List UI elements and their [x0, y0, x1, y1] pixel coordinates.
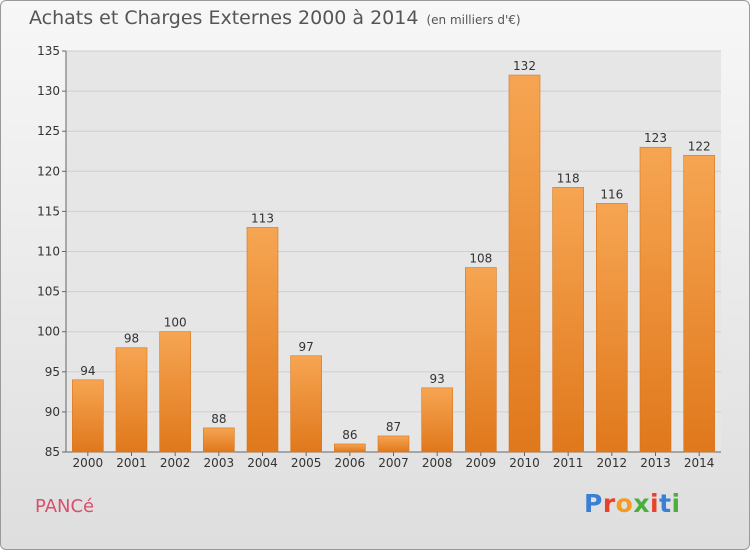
- bar: [683, 154, 715, 453]
- bar-value-label: 108: [469, 252, 492, 266]
- bar: [203, 427, 235, 453]
- x-tick-label: 2010: [509, 456, 540, 470]
- y-tick-label: 90: [45, 405, 60, 419]
- bar-value-label: 97: [299, 340, 314, 354]
- x-tick-label: 2000: [73, 456, 104, 470]
- chart-title: Achats et Charges Externes 2000 à 2014 (e…: [29, 7, 521, 29]
- brand-letter: P: [584, 489, 603, 518]
- bar: [290, 355, 322, 453]
- title-text: Achats et Charges Externes 2000 à 2014: [29, 7, 419, 29]
- brand-letter: o: [615, 489, 634, 518]
- y-tick-label: 115: [37, 204, 60, 218]
- bar-value-label: 100: [164, 316, 187, 330]
- brand-letter: t: [659, 489, 672, 518]
- x-tick-label: 2004: [247, 456, 278, 470]
- y-tick-label: 110: [37, 245, 60, 259]
- bar-value-label: 132: [513, 59, 536, 73]
- bar: [639, 146, 672, 453]
- bar-value-label: 98: [124, 332, 139, 346]
- brand-letter: i: [671, 489, 681, 518]
- bar-value-label: 113: [251, 211, 274, 225]
- x-tick-label: 2008: [422, 456, 453, 470]
- bar: [596, 203, 628, 453]
- bar-value-label: 123: [644, 131, 667, 145]
- bar: [246, 227, 279, 453]
- chart-subtitle: (en milliers d'€): [426, 13, 521, 27]
- x-tick-label: 2013: [640, 456, 671, 470]
- bar: [552, 187, 584, 453]
- x-tick-label: 2001: [116, 456, 147, 470]
- x-tick-label: 2014: [684, 456, 715, 470]
- bar-value-label: 88: [211, 412, 226, 426]
- y-tick-label: 95: [45, 365, 60, 379]
- x-tick-label: 2009: [466, 456, 497, 470]
- bar: [377, 435, 410, 453]
- proxiti-logo: Proxiti: [584, 489, 681, 518]
- bar: [159, 331, 191, 453]
- bar: [115, 347, 148, 453]
- bar-value-label: 93: [430, 372, 445, 386]
- x-tick-label: 2006: [335, 456, 366, 470]
- bars: [72, 74, 715, 453]
- x-tick-label: 2003: [204, 456, 235, 470]
- y-tick-label: 125: [37, 124, 60, 138]
- y-tick-label: 130: [37, 84, 60, 98]
- bar: [72, 379, 104, 453]
- brand-letter: r: [602, 489, 616, 518]
- x-tick-label: 2005: [291, 456, 322, 470]
- bar-value-label: 94: [80, 364, 95, 378]
- bar-value-label: 116: [600, 187, 623, 201]
- brand-letter: i: [650, 489, 660, 518]
- bar-value-label: 122: [688, 139, 711, 153]
- bar: [465, 267, 497, 453]
- y-tick-label: 100: [37, 325, 60, 339]
- x-tick-label: 2002: [160, 456, 191, 470]
- x-tick-label: 2007: [378, 456, 409, 470]
- x-tick-label: 2011: [553, 456, 584, 470]
- bar-value-label: 86: [342, 428, 357, 442]
- y-tick-label: 105: [37, 285, 60, 299]
- bar: [334, 443, 366, 453]
- labels: 94 2000 98 2001 100 2002 88 2003 113 2004 97 2005 86…: [73, 59, 715, 470]
- commune-name: PANCé: [35, 496, 95, 517]
- y-tick-label: 135: [37, 44, 60, 58]
- bar-value-label: 118: [557, 171, 580, 185]
- brand-letter: x: [633, 489, 650, 518]
- y-tick-label: 85: [45, 445, 60, 459]
- y-tick-label: 120: [37, 164, 60, 178]
- bar: [421, 387, 453, 453]
- bar-value-label: 87: [386, 420, 401, 434]
- x-tick-label: 2012: [597, 456, 628, 470]
- bar: [508, 74, 541, 453]
- axes: 85 90 95 100 105 110 115 120 125 130 135: [37, 44, 721, 459]
